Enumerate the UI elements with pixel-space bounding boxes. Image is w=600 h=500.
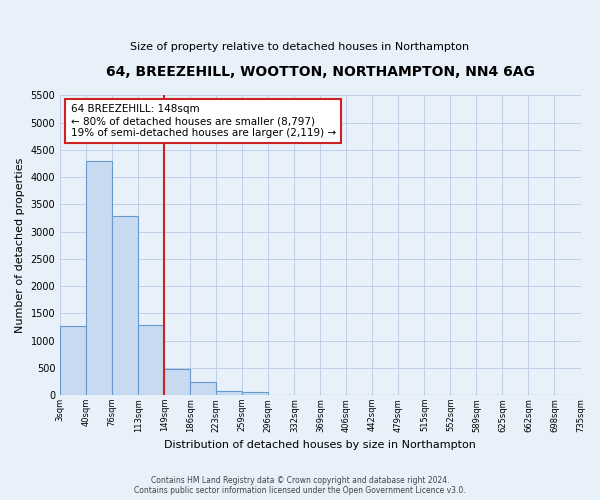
Title: 64, BREEZEHILL, WOOTTON, NORTHAMPTON, NN4 6AG: 64, BREEZEHILL, WOOTTON, NORTHAMPTON, NN…: [106, 65, 535, 79]
Bar: [60, 326, 86, 395]
X-axis label: Distribution of detached houses by size in Northampton: Distribution of detached houses by size …: [164, 440, 476, 450]
Bar: [86, 161, 112, 395]
Text: Size of property relative to detached houses in Northampton: Size of property relative to detached ho…: [130, 42, 470, 52]
Bar: [138, 325, 164, 395]
Bar: [190, 382, 216, 395]
Bar: [164, 369, 190, 395]
Text: 64 BREEZEHILL: 148sqm
← 80% of detached houses are smaller (8,797)
19% of semi-d: 64 BREEZEHILL: 148sqm ← 80% of detached …: [71, 104, 335, 138]
Y-axis label: Number of detached properties: Number of detached properties: [15, 158, 25, 333]
Bar: [216, 390, 242, 395]
Text: Contains HM Land Registry data © Crown copyright and database right 2024.
Contai: Contains HM Land Registry data © Crown c…: [134, 476, 466, 495]
Bar: [242, 392, 268, 395]
Bar: [112, 216, 138, 395]
